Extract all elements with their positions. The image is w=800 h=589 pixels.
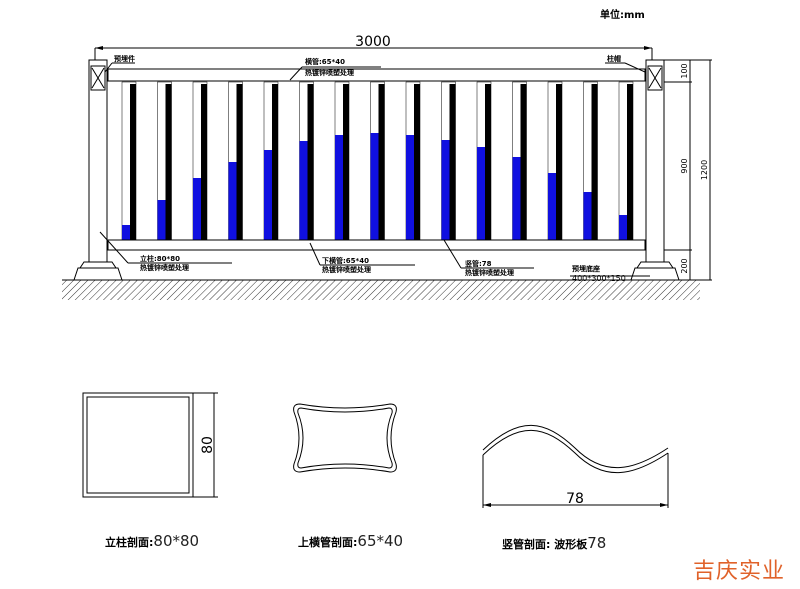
callout-base: 预埋底座 <box>572 264 600 273</box>
wave-plate-section: 78 <box>482 424 669 508</box>
length-dimension: 3000 <box>94 34 653 60</box>
picket-blue-fill <box>335 135 343 240</box>
post-section: 80 <box>82 392 218 498</box>
picket-blue-fill <box>619 215 627 240</box>
callout-post: 立柱:80*80 <box>140 254 180 263</box>
callout-top-rail-note: 热镀锌喷塑处理 <box>305 68 354 77</box>
wave-section-caption: 竖管剖面: 波形板78 <box>502 534 606 552</box>
picket-blue-fill <box>264 150 272 240</box>
callout-post-note: 热镀锌喷塑处理 <box>140 263 189 272</box>
right-post <box>630 59 680 281</box>
callout-bottom-rail: 下横管:65*40 <box>322 256 369 265</box>
picket-black-bar <box>130 84 136 240</box>
dim-200: 200 <box>680 258 689 273</box>
caption-label: 竖管剖面: 波形板 <box>502 538 588 551</box>
unit-label: 单位:mm <box>600 10 645 21</box>
picket-blue-fill <box>477 147 485 240</box>
picket-black-bar <box>201 84 207 240</box>
picket-black-bar <box>485 84 491 240</box>
dim-1200: 1200 <box>700 160 709 180</box>
picket-black-bar <box>591 84 598 240</box>
caption-value: 65*40 <box>357 532 404 550</box>
picket-black-bar <box>520 84 527 240</box>
callouts: 预埋件 柱帽 横管:65*40 热镀锌喷塑处理 立柱:80*80 热镀锌喷塑处理… <box>99 54 650 283</box>
ground-hatch <box>62 280 700 300</box>
wave-section-dim: 78 <box>566 491 584 507</box>
callout-base-size: 400*300*150 <box>572 274 626 283</box>
picket-blue-fill <box>548 173 556 240</box>
callout-top-rail: 横管:65*40 <box>305 57 345 66</box>
caption-value: 78 <box>587 534 607 552</box>
picket-black-bar <box>414 84 420 240</box>
post-section-caption: 立柱剖面:80*80 <box>105 532 199 550</box>
picket-black-bar <box>449 84 456 240</box>
top-rail <box>107 68 646 82</box>
picket-blue-fill <box>406 135 414 240</box>
picket-blue-fill <box>370 133 379 240</box>
dim-900: 900 <box>680 158 689 173</box>
picket-black-bar <box>556 84 562 240</box>
length-value: 3000 <box>355 34 391 50</box>
picket-black-bar <box>307 84 314 240</box>
picket-blue-fill <box>228 162 237 240</box>
picket-blue-fill <box>441 140 450 240</box>
rail-section <box>293 403 397 473</box>
left-post <box>73 59 123 281</box>
watermark-logo: 吉庆实业 <box>693 559 786 584</box>
picket-blue-fill <box>193 178 201 240</box>
callout-picket-note: 热镀锌喷塑处理 <box>465 268 514 277</box>
picket-black-bar <box>236 84 243 240</box>
picket-black-bar <box>165 84 172 240</box>
picket-black-bar <box>627 84 633 240</box>
picket-blue-fill <box>122 225 130 240</box>
dim-100: 100 <box>680 63 689 78</box>
caption-label: 上横管剖面: <box>298 536 358 549</box>
picket-black-bar <box>378 84 385 240</box>
callout-top-right: 柱帽 <box>607 54 621 63</box>
picket-black-bar <box>343 84 349 240</box>
bottom-rail <box>107 239 646 251</box>
picket-black-bar <box>272 84 278 240</box>
rail-section-caption: 上横管剖面:65*40 <box>298 532 403 550</box>
picket-blue-fill <box>299 141 308 240</box>
picket-blue-fill <box>583 192 592 240</box>
height-dimensions: 100 900 1200 200 <box>664 59 712 281</box>
picket-blue-fill <box>512 157 521 240</box>
post-section-dim: 80 <box>200 436 216 454</box>
caption-label: 立柱剖面: <box>105 536 154 549</box>
picket-blue-fill <box>157 200 166 240</box>
caption-value: 80*80 <box>153 532 200 550</box>
callout-bottom-rail-note: 热镀锌喷塑处理 <box>322 265 371 274</box>
pickets <box>121 81 634 241</box>
callout-top-left: 预埋件 <box>114 54 135 63</box>
callout-picket: 竖管:78 <box>465 259 492 268</box>
